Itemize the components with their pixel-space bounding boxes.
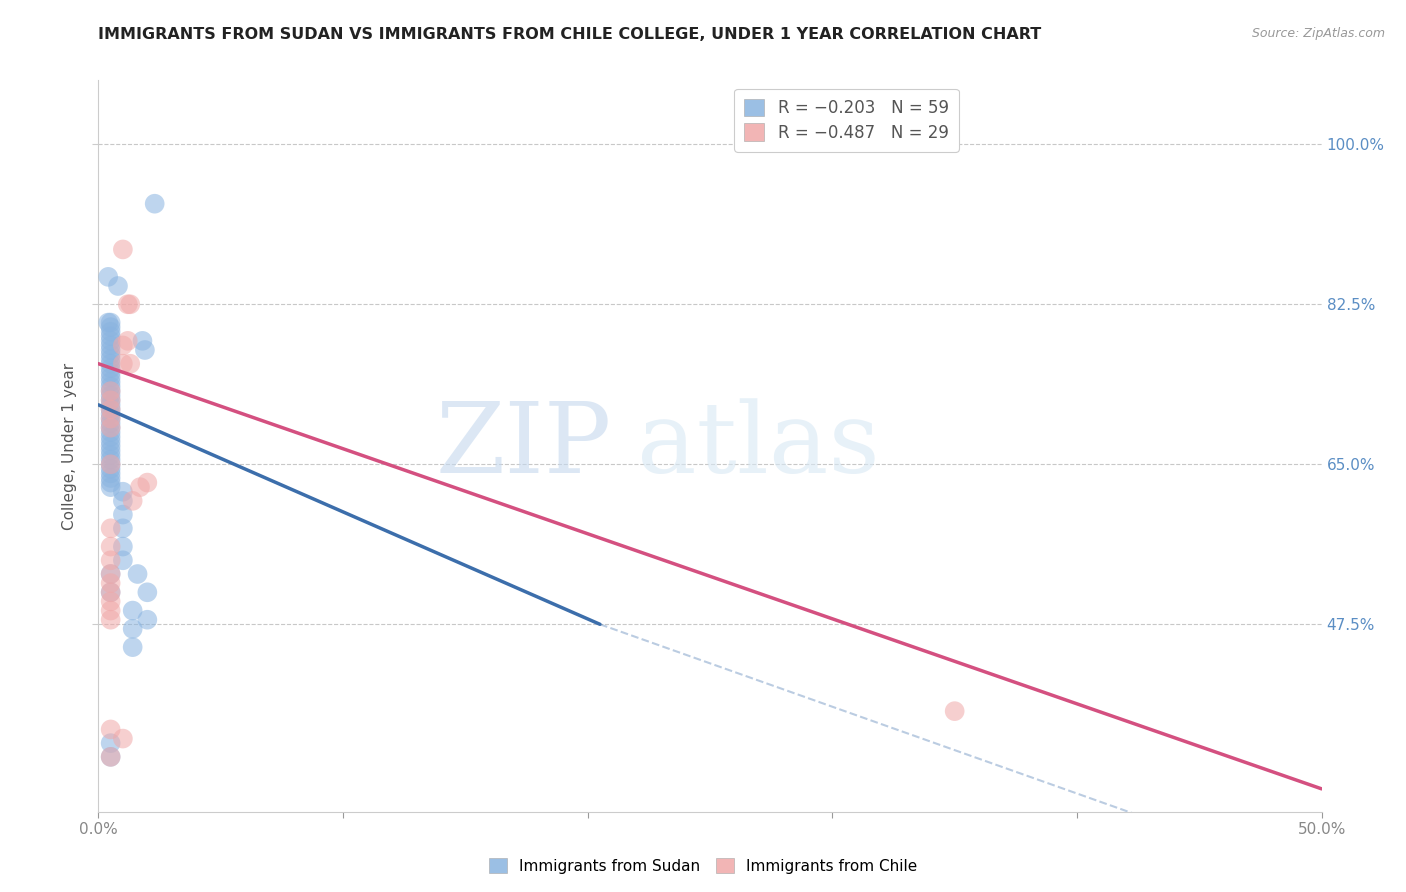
Point — [100, 366, 122, 380]
Point — [131, 334, 153, 348]
Y-axis label: College, Under 1 year: College, Under 1 year — [62, 362, 77, 530]
Point — [100, 425, 122, 440]
Point — [117, 334, 139, 348]
Point — [111, 731, 134, 746]
Point — [100, 389, 122, 403]
Point — [100, 585, 122, 599]
Point — [100, 361, 122, 376]
Point — [100, 411, 122, 425]
Point — [100, 594, 122, 608]
Text: Source: ZipAtlas.com: Source: ZipAtlas.com — [1251, 27, 1385, 40]
Point — [136, 585, 159, 599]
Point — [100, 398, 122, 412]
Point — [100, 370, 122, 384]
Point — [121, 622, 143, 636]
Point — [100, 567, 122, 582]
Point — [127, 567, 149, 582]
Point — [100, 402, 122, 417]
Point — [111, 243, 134, 257]
Point — [111, 357, 134, 371]
Point — [121, 604, 143, 618]
Point — [100, 325, 122, 339]
Point — [97, 316, 120, 330]
Point — [100, 613, 122, 627]
Point — [100, 348, 122, 362]
Legend: R = −0.203   N = 59, R = −0.487   N = 29: R = −0.203 N = 59, R = −0.487 N = 29 — [734, 88, 959, 152]
Point — [100, 480, 122, 494]
Point — [100, 434, 122, 449]
Point — [100, 443, 122, 458]
Point — [100, 430, 122, 444]
Point — [100, 521, 122, 535]
Point — [121, 640, 143, 655]
Point — [100, 329, 122, 343]
Point — [111, 484, 134, 499]
Point — [100, 338, 122, 352]
Point — [100, 452, 122, 467]
Point — [121, 494, 143, 508]
Point — [100, 439, 122, 453]
Point — [100, 576, 122, 591]
Point — [111, 508, 134, 522]
Point — [100, 467, 122, 481]
Point — [111, 521, 134, 535]
Point — [136, 613, 159, 627]
Point — [120, 357, 142, 371]
Point — [100, 567, 122, 582]
Point — [111, 494, 134, 508]
Point — [100, 384, 122, 399]
Point — [100, 458, 122, 472]
Point — [100, 384, 122, 399]
Point — [100, 316, 122, 330]
Point — [100, 320, 122, 334]
Point — [100, 334, 122, 348]
Point — [100, 407, 122, 421]
Point — [100, 411, 122, 425]
Point — [100, 375, 122, 389]
Point — [100, 393, 122, 408]
Point — [100, 585, 122, 599]
Point — [100, 723, 122, 737]
Point — [100, 379, 122, 393]
Point — [100, 471, 122, 485]
Text: atlas: atlas — [637, 398, 879, 494]
Point — [111, 553, 134, 567]
Point — [100, 749, 122, 764]
Point — [111, 540, 134, 554]
Point — [100, 421, 122, 435]
Point — [100, 475, 122, 490]
Point — [100, 393, 122, 408]
Point — [100, 736, 122, 750]
Point — [100, 421, 122, 435]
Legend: Immigrants from Sudan, Immigrants from Chile: Immigrants from Sudan, Immigrants from C… — [482, 852, 924, 880]
Point — [100, 749, 122, 764]
Point — [120, 297, 142, 311]
Point — [107, 279, 129, 293]
Point — [943, 704, 966, 718]
Point — [100, 604, 122, 618]
Point — [100, 462, 122, 476]
Point — [134, 343, 156, 357]
Text: IMMIGRANTS FROM SUDAN VS IMMIGRANTS FROM CHILE COLLEGE, UNDER 1 YEAR CORRELATION: IMMIGRANTS FROM SUDAN VS IMMIGRANTS FROM… — [98, 27, 1042, 42]
Point — [100, 540, 122, 554]
Text: ZIP: ZIP — [436, 398, 612, 494]
Point — [100, 352, 122, 367]
Point — [111, 338, 134, 352]
Point — [143, 196, 166, 211]
Point — [100, 357, 122, 371]
Point — [100, 458, 122, 472]
Point — [129, 480, 152, 494]
Point — [100, 553, 122, 567]
Point — [100, 448, 122, 462]
Point — [100, 343, 122, 357]
Point — [117, 297, 139, 311]
Point — [100, 416, 122, 430]
Point — [100, 402, 122, 417]
Point — [97, 269, 120, 284]
Point — [136, 475, 159, 490]
